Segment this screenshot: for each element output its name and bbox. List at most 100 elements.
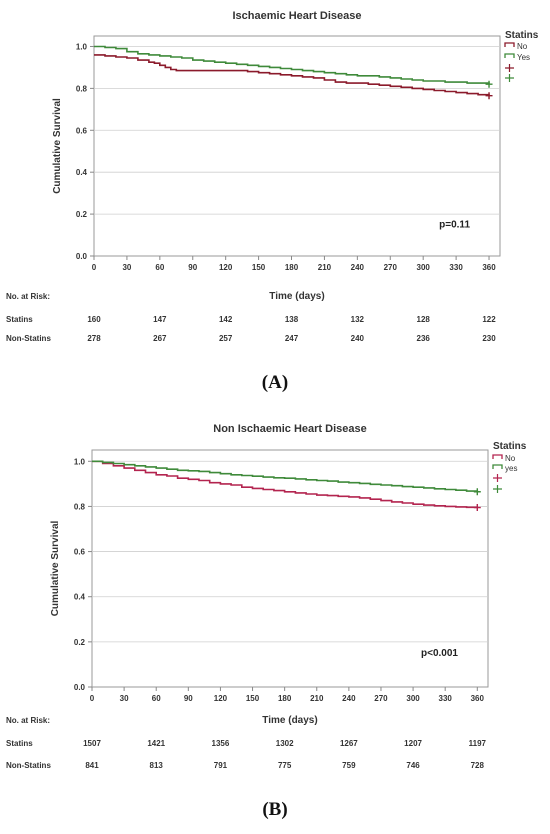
risk-count: 775 bbox=[278, 761, 292, 770]
x-tick-label: 270 bbox=[374, 694, 388, 703]
risk-row-label: Statins bbox=[6, 739, 33, 748]
legend-swatch-no bbox=[504, 42, 515, 47]
y-axis-label: Cumulative Survival bbox=[50, 520, 61, 616]
legend-censor-symbol-no bbox=[493, 474, 502, 482]
risk-count: 1207 bbox=[404, 739, 422, 748]
chart-title: Ischaemic Heart Disease bbox=[232, 10, 361, 22]
risk-count: 841 bbox=[85, 761, 99, 770]
legend-swatch-yes bbox=[504, 53, 515, 58]
risk-row-label: Statins bbox=[6, 315, 33, 324]
x-tick-label: 180 bbox=[285, 263, 299, 272]
plot-frame bbox=[93, 35, 501, 257]
x-tick-label: 240 bbox=[342, 694, 356, 703]
risk-count: 122 bbox=[482, 315, 496, 324]
risk-count: 236 bbox=[417, 334, 431, 343]
survival-line-yes bbox=[92, 460, 479, 492]
legend-censor-symbol-yes bbox=[505, 74, 514, 82]
y-axis-label: Cumulative Survival bbox=[52, 98, 63, 194]
y-tick-label: 0.0 bbox=[74, 683, 86, 692]
risk-count: 1302 bbox=[276, 739, 294, 748]
y-tick-label: 0.2 bbox=[76, 210, 88, 219]
x-tick-label: 120 bbox=[219, 263, 233, 272]
x-tick-label: 90 bbox=[184, 694, 193, 703]
x-tick-label: 330 bbox=[449, 263, 463, 272]
risk-table-title: No. at Risk: bbox=[6, 292, 50, 301]
legend-censor-symbol-no bbox=[505, 64, 514, 72]
panel-label: (A) bbox=[262, 372, 288, 393]
y-tick-label: 0.6 bbox=[74, 548, 86, 557]
legend-censor-symbol-yes bbox=[493, 485, 502, 493]
x-axis-label: Time (days) bbox=[269, 291, 324, 302]
x-tick-label: 300 bbox=[406, 694, 420, 703]
p-value-label: p<0.001 bbox=[421, 648, 458, 659]
legend-entry: No bbox=[517, 42, 528, 51]
x-tick-label: 90 bbox=[188, 263, 197, 272]
risk-count: 160 bbox=[87, 315, 101, 324]
x-tick-label: 120 bbox=[214, 694, 228, 703]
x-tick-label: 0 bbox=[90, 694, 95, 703]
risk-count: 1507 bbox=[83, 739, 101, 748]
legend-title: Statins bbox=[493, 441, 527, 452]
x-tick-label: 0 bbox=[92, 263, 97, 272]
risk-count: 1421 bbox=[147, 739, 165, 748]
survival-line-yes bbox=[94, 45, 490, 85]
x-tick-label: 180 bbox=[278, 694, 292, 703]
x-tick-label: 210 bbox=[310, 694, 324, 703]
risk-count: 728 bbox=[471, 761, 485, 770]
x-tick-label: 330 bbox=[439, 694, 453, 703]
p-value-label: p=0.11 bbox=[439, 219, 470, 230]
risk-count: 1197 bbox=[469, 739, 487, 748]
x-tick-label: 60 bbox=[152, 694, 161, 703]
x-tick-label: 30 bbox=[122, 263, 131, 272]
risk-count: 1267 bbox=[340, 739, 358, 748]
y-tick-label: 1.0 bbox=[74, 457, 86, 466]
risk-count: 813 bbox=[150, 761, 164, 770]
legend-title: Statins bbox=[505, 30, 539, 41]
risk-count: 278 bbox=[87, 334, 101, 343]
x-tick-label: 360 bbox=[482, 263, 496, 272]
y-tick-label: 1.0 bbox=[76, 42, 88, 51]
risk-count: 138 bbox=[285, 315, 299, 324]
chart-panel-b: Non Ischaemic Heart Disease 0.0 0.2 0.4 0.6 0… bbox=[6, 423, 527, 820]
y-tick-label: 0.8 bbox=[76, 84, 88, 93]
x-tick-label: 360 bbox=[471, 694, 485, 703]
risk-count: 1356 bbox=[212, 739, 230, 748]
risk-count: 746 bbox=[406, 761, 420, 770]
x-tick-label: 150 bbox=[252, 263, 266, 272]
legend-entry: Yes bbox=[517, 53, 530, 62]
censor-mark-no bbox=[473, 504, 481, 512]
y-tick-label: 0.4 bbox=[74, 593, 86, 602]
x-tick-label: 150 bbox=[246, 694, 260, 703]
risk-count: 267 bbox=[153, 334, 167, 343]
x-tick-label: 60 bbox=[155, 263, 164, 272]
risk-table-title: No. at Risk: bbox=[6, 716, 50, 725]
x-tick-label: 270 bbox=[384, 263, 398, 272]
chart-panel-a: Ischaemic Heart Disease 0.0 0.2 0.4 0.6 0.8 1.… bbox=[6, 10, 539, 393]
x-tick-label: 300 bbox=[417, 263, 431, 272]
x-tick-label: 30 bbox=[120, 694, 129, 703]
legend-swatch-no bbox=[492, 454, 503, 459]
risk-row-label: Non-Statins bbox=[6, 334, 51, 343]
y-tick-label: 0.6 bbox=[76, 126, 88, 135]
censor-mark-yes bbox=[473, 488, 481, 496]
risk-count: 240 bbox=[351, 334, 365, 343]
x-tick-label: 210 bbox=[318, 263, 332, 272]
survival-line-no bbox=[94, 54, 490, 96]
legend-entry: No bbox=[505, 454, 516, 463]
legend-entry: yes bbox=[505, 464, 517, 473]
x-axis-label: Time (days) bbox=[262, 715, 317, 726]
y-tick-label: 0.2 bbox=[74, 638, 86, 647]
risk-count: 147 bbox=[153, 315, 167, 324]
legend-swatch-yes bbox=[492, 464, 503, 469]
censor-mark-yes bbox=[485, 80, 493, 88]
censor-mark-no bbox=[485, 92, 493, 100]
plot-frame bbox=[91, 449, 489, 688]
risk-row-label: Non-Statins bbox=[6, 761, 51, 770]
y-tick-label: 0.8 bbox=[74, 502, 86, 511]
risk-count: 128 bbox=[417, 315, 431, 324]
risk-count: 247 bbox=[285, 334, 299, 343]
risk-count: 759 bbox=[342, 761, 356, 770]
risk-count: 230 bbox=[482, 334, 496, 343]
risk-count: 132 bbox=[351, 315, 365, 324]
